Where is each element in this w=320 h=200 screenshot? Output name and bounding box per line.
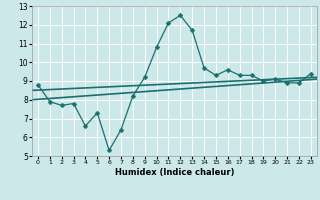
X-axis label: Humidex (Indice chaleur): Humidex (Indice chaleur) [115, 168, 234, 177]
